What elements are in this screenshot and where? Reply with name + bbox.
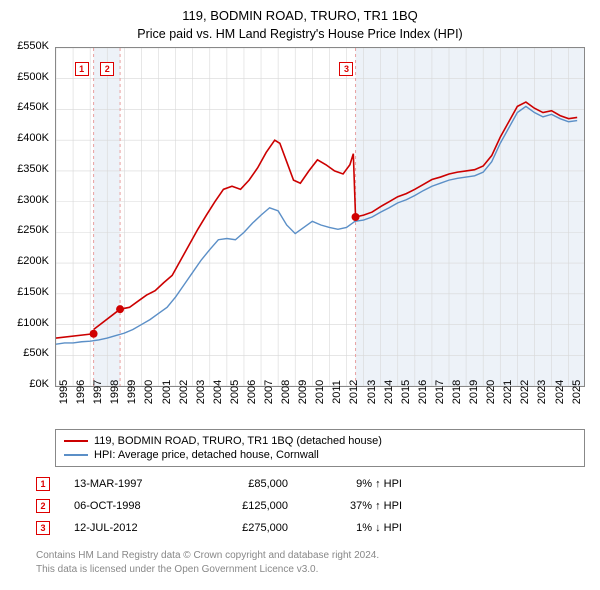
y-tick-label: £400K — [17, 132, 49, 144]
x-tick-label: 2025 — [571, 380, 583, 404]
x-tick-label: 2017 — [434, 380, 446, 404]
x-tick-label: 2005 — [229, 380, 241, 404]
legend-row: HPI: Average price, detached house, Corn… — [64, 448, 576, 462]
x-tick-label: 2023 — [536, 380, 548, 404]
x-tick-label: 2000 — [143, 380, 155, 404]
y-tick-label: £50K — [23, 347, 49, 359]
x-tick-label: 2003 — [195, 380, 207, 404]
x-tick-label: 2016 — [417, 380, 429, 404]
y-tick-label: £200K — [17, 255, 49, 267]
y-axis: £0K£50K£100K£150K£200K£250K£300K£350K£40… — [0, 46, 53, 386]
sales-table: 1 13-MAR-1997 £85,000 9% ↑ HPI 2 06-OCT-1998 £… — [36, 473, 585, 539]
sales-hpi: 9% ↑ HPI — [312, 478, 402, 490]
x-tick-label: 2013 — [366, 380, 378, 404]
x-tick-label: 2021 — [502, 380, 514, 404]
sales-marker: 2 — [36, 499, 50, 513]
x-tick-label: 2022 — [519, 380, 531, 404]
x-tick-label: 1996 — [75, 380, 87, 404]
sale-marker-box: 2 — [100, 62, 114, 76]
x-tick-label: 2001 — [161, 380, 173, 404]
legend-label: HPI: Average price, detached house, Corn… — [94, 449, 319, 461]
x-tick-label: 2018 — [451, 380, 463, 404]
x-tick-label: 2009 — [297, 380, 309, 404]
sales-price: £85,000 — [208, 478, 288, 490]
x-tick-label: 2007 — [263, 380, 275, 404]
sales-date: 12-JUL-2012 — [74, 522, 184, 534]
x-tick-label: 2020 — [485, 380, 497, 404]
sales-date: 06-OCT-1998 — [74, 500, 184, 512]
sales-marker: 3 — [36, 521, 50, 535]
x-tick-label: 2010 — [314, 380, 326, 404]
chart-svg — [56, 48, 584, 386]
title-sub: Price paid vs. HM Land Registry's House … — [0, 23, 600, 47]
x-tick-label: 2011 — [331, 380, 343, 404]
sale-marker-box: 1 — [75, 62, 89, 76]
x-tick-label: 1997 — [92, 380, 104, 404]
sales-date: 13-MAR-1997 — [74, 478, 184, 490]
y-tick-label: £500K — [17, 71, 49, 83]
sales-row: 3 12-JUL-2012 £275,000 1% ↓ HPI — [36, 517, 585, 539]
legend-row: 119, BODMIN ROAD, TRURO, TR1 1BQ (detach… — [64, 434, 576, 448]
legend-swatch — [64, 440, 88, 442]
legend-swatch — [64, 454, 88, 456]
y-tick-label: £0K — [29, 378, 49, 390]
x-tick-label: 2012 — [348, 380, 360, 404]
y-tick-label: £450K — [17, 101, 49, 113]
sale-marker-box: 3 — [339, 62, 353, 76]
legend-label: 119, BODMIN ROAD, TRURO, TR1 1BQ (detach… — [94, 435, 382, 447]
x-axis: 1995199619971998199920002001200220032004… — [55, 386, 585, 426]
y-tick-label: £250K — [17, 224, 49, 236]
legend: 119, BODMIN ROAD, TRURO, TR1 1BQ (detach… — [55, 429, 585, 467]
y-tick-label: £100K — [17, 317, 49, 329]
sales-price: £125,000 — [208, 500, 288, 512]
footnote: Contains HM Land Registry data © Crown c… — [36, 549, 585, 577]
sales-price: £275,000 — [208, 522, 288, 534]
x-tick-label: 1998 — [109, 380, 121, 404]
footnote-line: This data is licensed under the Open Gov… — [36, 563, 585, 577]
sales-hpi: 1% ↓ HPI — [312, 522, 402, 534]
x-tick-label: 2008 — [280, 380, 292, 404]
y-tick-label: £300K — [17, 194, 49, 206]
x-tick-label: 2006 — [246, 380, 258, 404]
sales-row: 2 06-OCT-1998 £125,000 37% ↑ HPI — [36, 495, 585, 517]
chart-plot-area: 12 3 — [55, 47, 585, 387]
y-tick-label: £150K — [17, 286, 49, 298]
x-tick-label: 2004 — [212, 380, 224, 404]
x-tick-label: 1999 — [126, 380, 138, 404]
y-tick-label: £550K — [17, 40, 49, 52]
sales-row: 1 13-MAR-1997 £85,000 9% ↑ HPI — [36, 473, 585, 495]
x-tick-label: 2019 — [468, 380, 480, 404]
title-main: 119, BODMIN ROAD, TRURO, TR1 1BQ — [0, 0, 600, 23]
x-tick-label: 2024 — [554, 380, 566, 404]
x-tick-label: 2015 — [400, 380, 412, 404]
sales-marker: 1 — [36, 477, 50, 491]
y-tick-label: £350K — [17, 163, 49, 175]
x-tick-label: 2002 — [178, 380, 190, 404]
sales-hpi: 37% ↑ HPI — [312, 500, 402, 512]
footnote-line: Contains HM Land Registry data © Crown c… — [36, 549, 585, 563]
x-tick-label: 1995 — [58, 380, 70, 404]
x-tick-label: 2014 — [383, 380, 395, 404]
chart-container: 119, BODMIN ROAD, TRURO, TR1 1BQ Price p… — [0, 0, 600, 590]
